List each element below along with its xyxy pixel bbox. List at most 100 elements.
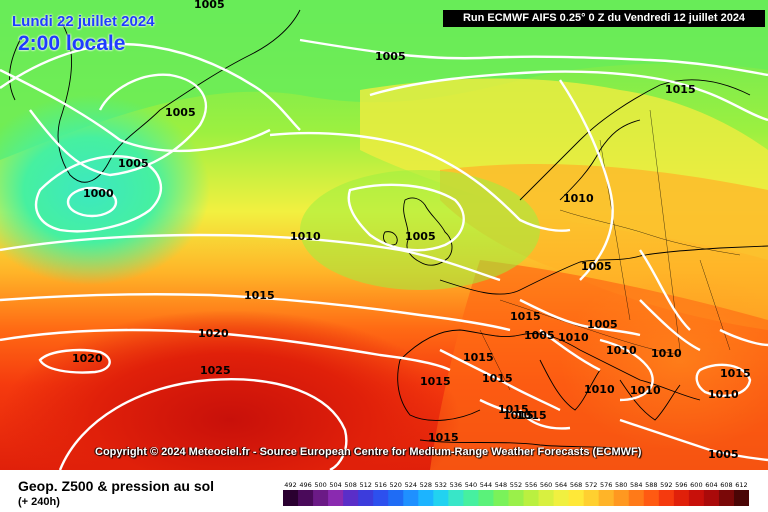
isobar-label: 1010 bbox=[606, 344, 637, 357]
legend-swatch bbox=[328, 490, 344, 506]
isobar-label: 1005 bbox=[581, 260, 612, 273]
legend-value: 512 bbox=[359, 481, 371, 489]
legend-value: 584 bbox=[630, 481, 642, 489]
isobar-label: 1000 bbox=[83, 187, 114, 200]
isobar-label: 1005 bbox=[708, 448, 739, 461]
legend-swatch bbox=[508, 490, 525, 506]
legend-value: 604 bbox=[705, 481, 717, 489]
isobar-label: 1005 bbox=[194, 0, 225, 11]
isobar-label: 1010 bbox=[558, 331, 589, 344]
forecast-map: 1005 1005 1005 1005 1000 1010 1015 1015 … bbox=[0, 0, 768, 470]
isobar-label: 1015 bbox=[482, 372, 513, 385]
legend-value: 540 bbox=[465, 481, 477, 489]
legend-value: 496 bbox=[299, 481, 311, 489]
isobar-label: 1015 bbox=[720, 367, 751, 380]
isobar-label: 1015 bbox=[498, 403, 529, 416]
legend-swatch bbox=[373, 490, 389, 506]
legend-swatch bbox=[553, 490, 570, 506]
legend-swatch bbox=[493, 490, 509, 506]
forecast-date: Lundi 22 juillet 2024 bbox=[12, 13, 155, 30]
legend-swatch bbox=[598, 490, 615, 506]
isobar-label: 1020 bbox=[198, 327, 229, 340]
legend-value: 600 bbox=[690, 481, 702, 489]
isobar-label: 1015 bbox=[428, 431, 459, 444]
isobar-label: 1015 bbox=[244, 289, 275, 302]
legend-value: 548 bbox=[495, 481, 507, 489]
isobar-label: 1010 bbox=[584, 383, 615, 396]
legend-value: 544 bbox=[480, 481, 492, 489]
legend-value: 552 bbox=[510, 481, 522, 489]
legend-value: 568 bbox=[570, 481, 582, 489]
isobar-label: 1005 bbox=[165, 106, 196, 119]
legend-swatch bbox=[403, 490, 419, 506]
legend-value: 560 bbox=[540, 481, 552, 489]
legend-swatch bbox=[358, 490, 374, 506]
isobar-label: 1010 bbox=[630, 384, 661, 397]
legend-swatch bbox=[613, 490, 630, 506]
map-product-title: Geop. Z500 & pression au sol bbox=[18, 478, 215, 494]
legend-value: 508 bbox=[344, 481, 356, 489]
legend-swatch bbox=[583, 490, 600, 506]
legend-swatch bbox=[418, 490, 434, 506]
isobar-label: 1010 bbox=[651, 347, 682, 360]
legend-value: 580 bbox=[615, 481, 627, 489]
isobar-label: 1015 bbox=[510, 310, 541, 323]
isobar-label: 1015 bbox=[463, 351, 494, 364]
legend-value: 592 bbox=[660, 481, 672, 489]
legend-value: 516 bbox=[374, 481, 386, 489]
legend-value: 572 bbox=[585, 481, 597, 489]
legend-value: 612 bbox=[735, 481, 747, 489]
color-scale-legend: 492 496 500 504 508 512 516 520 524 528 532 536 540 5… bbox=[283, 481, 749, 506]
legend-swatch bbox=[568, 490, 585, 506]
isobar-labels: 1005 1005 1005 1005 1000 1010 1015 1015 … bbox=[72, 0, 751, 461]
run-info-banner: Run ECMWF AIFS 0.25° 0 Z du Vendredi 12 … bbox=[443, 10, 765, 27]
legend-value: 588 bbox=[645, 481, 657, 489]
legend-value: 500 bbox=[314, 481, 326, 489]
legend-swatch bbox=[388, 490, 404, 506]
legend-swatch bbox=[538, 490, 555, 506]
isobar-label: 1015 bbox=[503, 409, 534, 422]
isobar-label: 1020 bbox=[72, 352, 103, 365]
isobar-label: 1015 bbox=[516, 409, 547, 422]
isobar-label: 1010 bbox=[290, 230, 321, 243]
isobar-label: 1005 bbox=[118, 157, 149, 170]
coastlines bbox=[9, 9, 768, 451]
isobar-label: 1015 bbox=[665, 83, 696, 96]
legend-swatch bbox=[448, 490, 464, 506]
legend-swatch bbox=[433, 490, 449, 506]
legend-swatch bbox=[718, 490, 735, 506]
legend-swatch bbox=[703, 490, 720, 506]
legend-value: 596 bbox=[675, 481, 687, 489]
legend-swatch bbox=[643, 490, 660, 506]
legend-swatch bbox=[733, 490, 749, 506]
isobar-label: 1015 bbox=[420, 375, 451, 388]
isobar-label: 1005 bbox=[587, 318, 618, 331]
legend-swatch bbox=[658, 490, 675, 506]
lead-time: (+ 240h) bbox=[18, 496, 60, 508]
isobar-label: 1005 bbox=[405, 230, 436, 243]
legend-value: 576 bbox=[600, 481, 612, 489]
isobar-label: 1005 bbox=[375, 50, 406, 63]
legend-value: 520 bbox=[390, 481, 402, 489]
isobar-label: 1010 bbox=[563, 192, 594, 205]
legend-value: 528 bbox=[420, 481, 432, 489]
isobar-label: 1010 bbox=[708, 388, 739, 401]
map-canvas: 1005 1005 1005 1005 1000 1010 1015 1015 … bbox=[0, 0, 768, 470]
legend-swatch bbox=[523, 490, 540, 506]
legend-value: 492 bbox=[284, 481, 296, 489]
legend-swatch bbox=[688, 490, 705, 506]
footer: Geop. Z500 & pression au sol (+ 240h) 49… bbox=[0, 470, 768, 512]
legend-swatch bbox=[478, 490, 494, 506]
legend-value: 536 bbox=[450, 481, 462, 489]
legend-swatch bbox=[673, 490, 690, 506]
isobars bbox=[0, 38, 768, 470]
legend-value: 524 bbox=[405, 481, 417, 489]
legend-value: 504 bbox=[329, 481, 341, 489]
legend-value: 532 bbox=[435, 481, 447, 489]
legend-swatch bbox=[343, 490, 359, 506]
legend-value: 608 bbox=[720, 481, 732, 489]
legend-swatch bbox=[628, 490, 645, 506]
legend-swatch bbox=[313, 490, 329, 506]
isobar-label: 1025 bbox=[200, 364, 231, 377]
isobar-label: 1005 bbox=[524, 329, 555, 342]
